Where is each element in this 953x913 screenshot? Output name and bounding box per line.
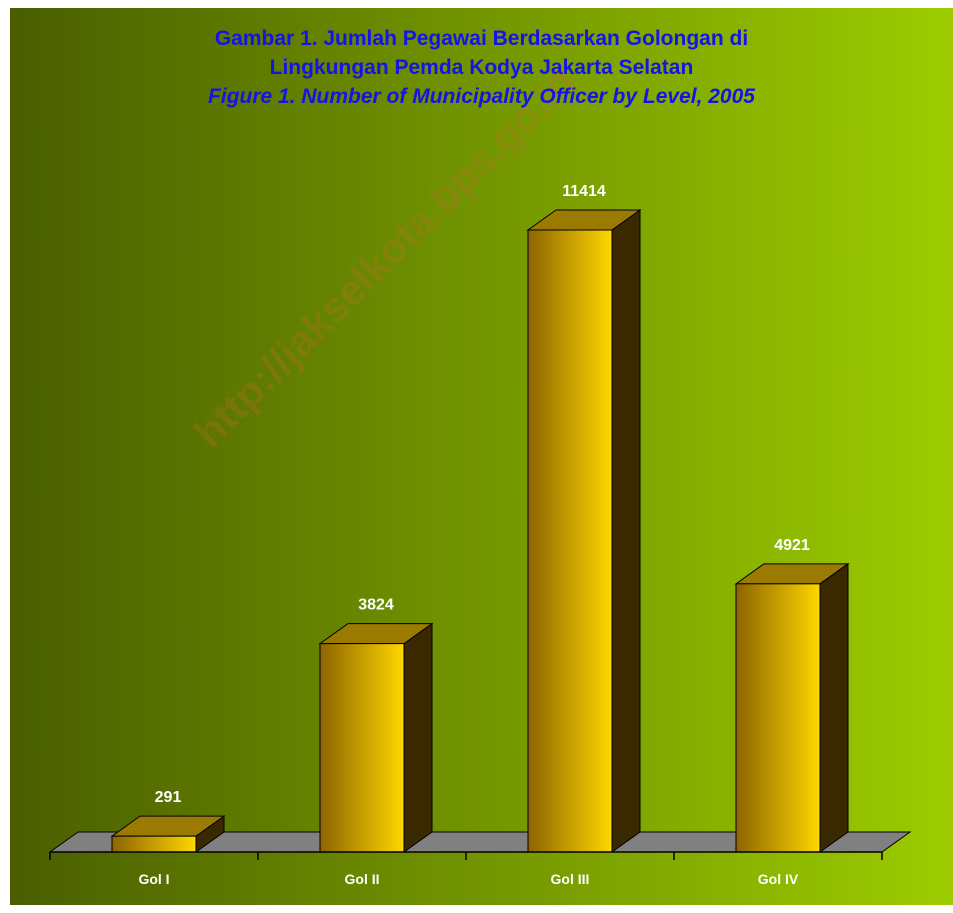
x-tick-label: Gol II — [345, 871, 380, 887]
bar-front-face — [111, 835, 197, 853]
chart-title: Gambar 1. Jumlah Pegawai Berdasarkan Gol… — [10, 24, 953, 111]
bar-1 — [110, 815, 226, 853]
data-label: 11414 — [562, 183, 606, 200]
data-label: 291 — [155, 789, 182, 806]
chart-title-line-2: Lingkungan Pemda Kodya Jakarta Selatan — [269, 56, 694, 79]
bar-front-face — [527, 229, 613, 853]
bar-side-face — [403, 622, 433, 853]
bar-2 — [318, 622, 434, 853]
chart-subtitle: Figure 1. Number of Municipality Officer… — [208, 85, 755, 108]
x-tick-label: Gol III — [551, 871, 590, 887]
bar-4 — [734, 562, 850, 853]
bar-side-face — [819, 562, 849, 853]
bar-3 — [526, 209, 642, 853]
x-tick-label: Gol IV — [758, 871, 799, 887]
bar-front-face — [319, 643, 405, 853]
chart-title-line-1: Gambar 1. Jumlah Pegawai Berdasarkan Gol… — [214, 27, 749, 50]
data-label: 4921 — [774, 537, 810, 554]
chart-canvas: 291 Gol I 3824 Gol II 11414 Gol III 4921 Gol IV — [10, 8, 953, 905]
data-label: 3824 — [358, 597, 394, 614]
x-tick-label: Gol I — [138, 871, 169, 887]
bar-side-face — [611, 209, 641, 853]
bar-front-face — [735, 583, 821, 853]
chart-frame: 291 Gol I 3824 Gol II 11414 Gol III 4921 Gol IV… — [10, 8, 953, 905]
